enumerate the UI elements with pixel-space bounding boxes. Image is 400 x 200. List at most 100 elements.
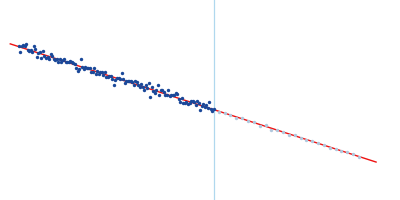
Point <box>186 102 193 105</box>
Point <box>37 51 43 54</box>
Point <box>55 61 61 64</box>
Point <box>102 70 108 73</box>
Point <box>233 116 240 119</box>
Point <box>144 87 150 90</box>
Point <box>209 110 215 113</box>
Point <box>61 57 67 60</box>
Point <box>88 71 94 74</box>
Point <box>103 75 110 78</box>
Point <box>268 128 274 131</box>
Point <box>91 67 98 70</box>
Point <box>135 83 141 87</box>
Point <box>350 152 356 155</box>
Point <box>153 88 160 92</box>
Point <box>100 74 106 77</box>
Point <box>309 140 316 143</box>
Point <box>87 66 93 69</box>
Point <box>123 80 129 83</box>
Point <box>22 44 28 48</box>
Point <box>78 57 84 60</box>
Point <box>167 94 173 97</box>
Point <box>76 67 82 71</box>
Point <box>74 69 81 72</box>
Point <box>124 79 131 82</box>
Point <box>47 53 54 56</box>
Point <box>198 105 205 108</box>
Point <box>80 68 87 71</box>
Point <box>34 55 40 59</box>
Point <box>126 79 132 82</box>
Point <box>326 146 333 149</box>
Point <box>96 72 102 76</box>
Point <box>41 54 48 58</box>
Point <box>23 43 30 46</box>
Point <box>262 124 269 127</box>
Point <box>26 49 32 53</box>
Point <box>112 78 119 81</box>
Point <box>162 94 168 97</box>
Point <box>85 66 92 69</box>
Point <box>204 106 211 109</box>
Point <box>52 59 58 62</box>
Point <box>106 75 113 78</box>
Point <box>227 114 234 117</box>
Point <box>197 109 203 112</box>
Point <box>303 138 310 142</box>
Point <box>105 76 111 79</box>
Point <box>280 130 286 134</box>
Point <box>40 50 46 53</box>
Point <box>245 119 251 122</box>
Point <box>50 57 57 61</box>
Point <box>67 59 73 62</box>
Point <box>72 62 78 65</box>
Point <box>68 60 75 63</box>
Point <box>118 72 125 75</box>
Point <box>208 107 214 111</box>
Point <box>53 57 60 60</box>
Point <box>38 57 45 60</box>
Point <box>35 52 42 55</box>
Point <box>115 76 122 79</box>
Point <box>292 133 298 136</box>
Point <box>16 44 22 48</box>
Point <box>286 133 292 137</box>
Point <box>130 83 137 87</box>
Point <box>200 102 206 105</box>
Point <box>338 149 345 153</box>
Point <box>148 85 155 88</box>
Point <box>19 44 25 48</box>
Point <box>356 155 362 158</box>
Point <box>93 72 99 76</box>
Point <box>189 100 196 103</box>
Point <box>195 101 202 104</box>
Point <box>171 93 178 96</box>
Point <box>97 70 104 74</box>
Point <box>146 82 152 85</box>
Point <box>84 67 90 70</box>
Point <box>180 102 187 105</box>
Point <box>132 79 138 82</box>
Point <box>49 55 55 58</box>
Point <box>120 77 126 80</box>
Point <box>251 121 257 124</box>
Point <box>56 58 63 61</box>
Point <box>206 100 212 104</box>
Point <box>152 91 158 95</box>
Point <box>99 70 105 73</box>
Point <box>25 48 31 51</box>
Point <box>32 48 39 51</box>
Point <box>191 100 197 104</box>
Point <box>70 61 76 64</box>
Point <box>179 96 185 100</box>
Point <box>121 81 128 84</box>
Point <box>114 76 120 79</box>
Point <box>176 97 182 101</box>
Point <box>159 89 166 92</box>
Point <box>20 44 26 47</box>
Point <box>134 80 140 83</box>
Point <box>274 129 280 132</box>
Point <box>17 50 24 53</box>
Point <box>129 80 135 83</box>
Point <box>58 61 64 64</box>
Point <box>188 99 194 102</box>
